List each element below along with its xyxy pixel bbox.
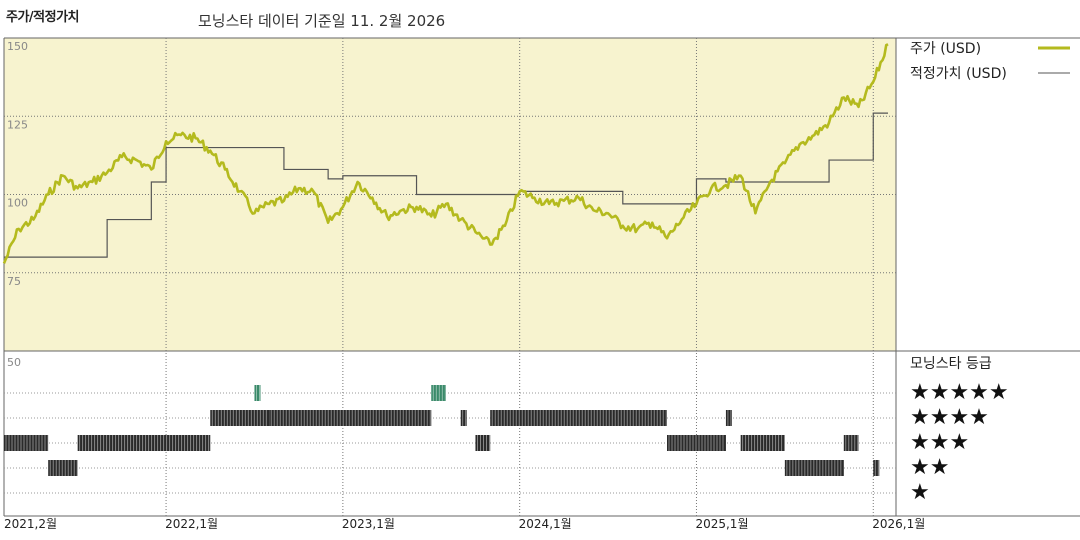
rating-segment <box>725 410 732 426</box>
price-y-tick-label: 100 <box>7 197 28 210</box>
rating-layer <box>4 385 880 476</box>
rating-segment <box>475 435 491 451</box>
rating-segment-fill <box>725 410 732 426</box>
rating-y-tick-label: 50 <box>7 356 21 369</box>
rating-level-4-stars: ★★★★ <box>910 405 989 430</box>
rating-segment-fill <box>4 435 49 451</box>
legend-fairvalue-label: 적정가치 (USD) <box>910 66 1007 82</box>
x-axis-date-label: 2021,2월 <box>4 517 57 531</box>
rating-segment <box>254 385 261 401</box>
rating-segment <box>210 410 270 426</box>
rating-segment <box>490 410 667 426</box>
rating-segment <box>843 435 859 451</box>
rating-segment-fill <box>460 410 467 426</box>
rating-segment <box>667 435 726 451</box>
rating-segment-fill <box>254 385 261 401</box>
price-y-tick-label: 75 <box>7 275 21 288</box>
price-y-tick-label: 125 <box>7 118 28 131</box>
x-axis-date-label: 2025,1월 <box>695 517 748 531</box>
rating-segment-fill <box>740 435 785 451</box>
x-axis-date-label: 2026,1월 <box>872 517 925 531</box>
x-axis-date-label: 2024,1월 <box>519 517 572 531</box>
label-layer: 150 125 100 75 50 2021,2월 2022,1월 2023,1월 2024,1… <box>4 40 925 531</box>
rating-legend-title: 모닝스타 등급 <box>910 356 992 372</box>
rating-segment <box>460 410 467 426</box>
rating-segment-fill <box>490 410 667 426</box>
page-title: 주가/적정가치 <box>6 10 80 25</box>
data-date-subtitle: 모닝스타 데이터 기준일 11. 2월 2026 <box>198 12 446 30</box>
fair-value-line <box>4 112 888 258</box>
rating-level-5-stars: ★★★★★ <box>910 380 1009 405</box>
rating-level-2-stars: ★★ <box>910 455 949 480</box>
rating-segment <box>4 435 49 451</box>
rating-segment-fill <box>873 460 880 476</box>
rating-segment <box>269 410 432 426</box>
rating-segment <box>873 460 880 476</box>
x-axis-date-label: 2022,1월 <box>165 517 218 531</box>
rating-segment <box>784 460 844 476</box>
rating-segment <box>740 435 786 451</box>
rating-level-3-stars: ★★★ <box>910 430 969 455</box>
legend-price-label: 주가 (USD) <box>910 41 981 57</box>
price-line <box>2 43 889 264</box>
rating-segment <box>48 460 78 476</box>
rating-segment-fill <box>77 435 211 451</box>
rating-segment-fill <box>48 460 78 476</box>
rating-segment <box>77 435 211 451</box>
price-y-tick-label: 150 <box>7 40 28 53</box>
rating-segment <box>431 385 446 401</box>
x-axis-date-label: 2023,1월 <box>342 517 395 531</box>
rating-segment-fill <box>269 410 432 426</box>
line-layer <box>2 43 889 264</box>
rating-level-1-star: ★ <box>910 480 930 505</box>
